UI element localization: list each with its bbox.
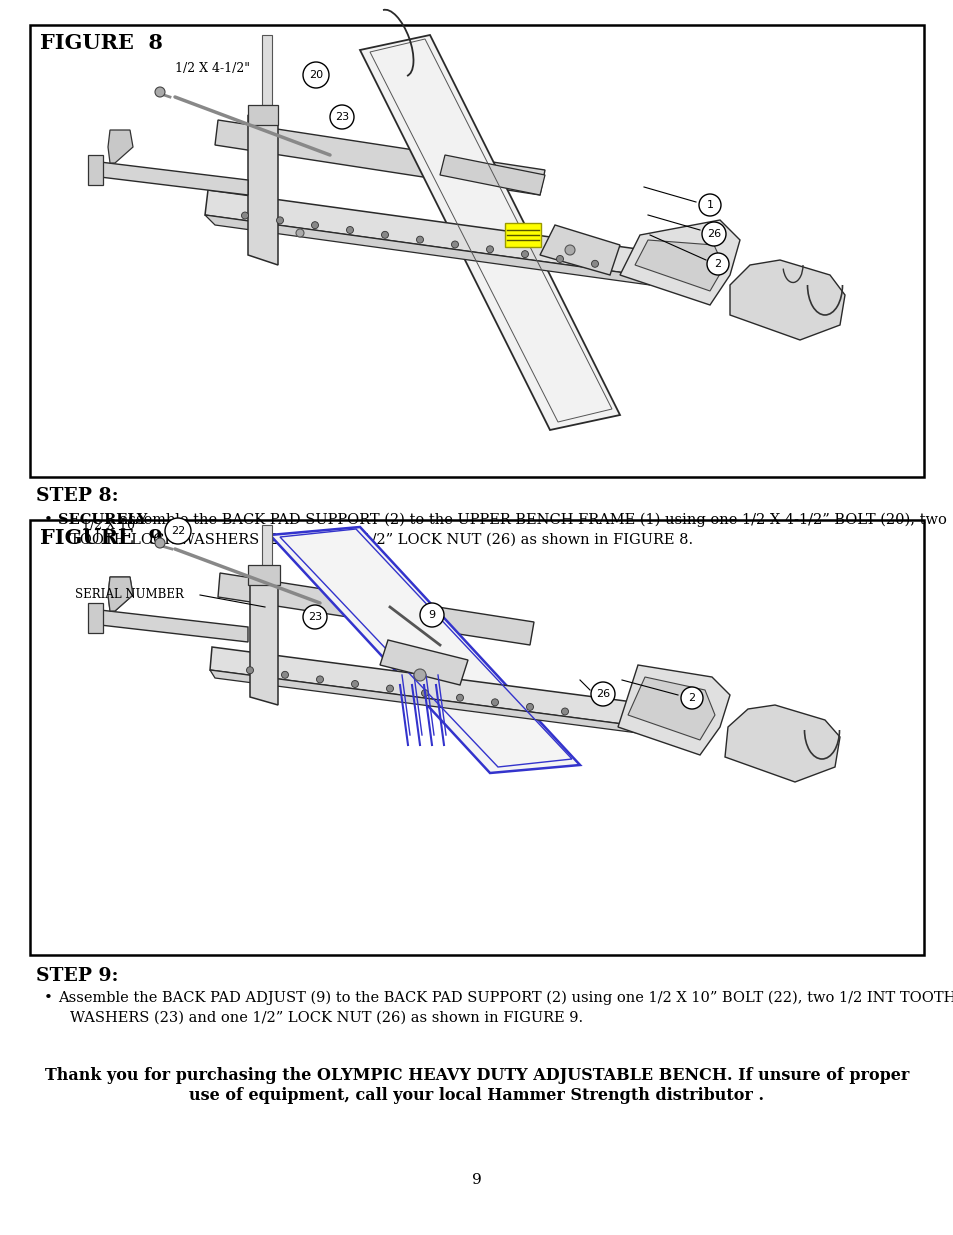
Text: assemble the BACK PAD SUPPORT (2) to the UPPER BENCH FRAME (1) using one 1/2 X 4: assemble the BACK PAD SUPPORT (2) to the… — [115, 513, 953, 527]
Text: 1/2 X 10": 1/2 X 10" — [82, 519, 141, 532]
Text: 1: 1 — [706, 200, 713, 210]
Text: •: • — [44, 990, 52, 1005]
Polygon shape — [359, 35, 619, 430]
Circle shape — [276, 217, 283, 224]
Polygon shape — [439, 156, 544, 195]
Text: 23: 23 — [335, 112, 349, 122]
Bar — [88, 603, 103, 634]
Circle shape — [346, 226, 354, 233]
Polygon shape — [218, 573, 534, 645]
Bar — [248, 105, 277, 125]
Text: use of equipment, call your local Hammer Strength distributor .: use of equipment, call your local Hammer… — [190, 1087, 763, 1104]
Text: STEP 9:: STEP 9: — [36, 967, 118, 986]
Circle shape — [706, 253, 728, 275]
Text: 22: 22 — [171, 526, 185, 536]
Circle shape — [451, 241, 458, 248]
Circle shape — [246, 667, 253, 674]
Circle shape — [561, 708, 568, 715]
Text: STEP 8:: STEP 8: — [36, 487, 118, 505]
Circle shape — [165, 517, 191, 543]
Polygon shape — [635, 240, 723, 291]
Polygon shape — [210, 671, 638, 734]
Circle shape — [414, 669, 426, 680]
Text: Assemble the BACK PAD ADJUST (9) to the BACK PAD SUPPORT (2) using one 1/2 X 10”: Assemble the BACK PAD ADJUST (9) to the … — [58, 990, 953, 1005]
Bar — [88, 156, 103, 185]
Circle shape — [486, 246, 493, 253]
Circle shape — [330, 105, 354, 128]
Polygon shape — [100, 162, 248, 195]
Text: 1/2 X 4-1/2": 1/2 X 4-1/2" — [174, 62, 250, 75]
Circle shape — [564, 245, 575, 254]
Circle shape — [241, 212, 248, 219]
Polygon shape — [108, 130, 132, 163]
Circle shape — [295, 228, 304, 237]
Polygon shape — [210, 647, 633, 725]
Polygon shape — [270, 527, 579, 773]
Text: 9: 9 — [472, 1173, 481, 1187]
Text: 23: 23 — [308, 613, 322, 622]
Circle shape — [556, 256, 563, 263]
Circle shape — [521, 251, 528, 258]
Circle shape — [316, 676, 323, 683]
Polygon shape — [539, 225, 619, 275]
Circle shape — [456, 694, 463, 701]
Polygon shape — [248, 115, 277, 266]
Circle shape — [701, 222, 725, 246]
Circle shape — [154, 86, 165, 98]
Text: 20: 20 — [309, 70, 323, 80]
Polygon shape — [108, 577, 132, 611]
Polygon shape — [108, 577, 132, 611]
Bar — [262, 525, 272, 567]
Bar — [30, 520, 923, 955]
Polygon shape — [379, 640, 468, 685]
Circle shape — [154, 538, 165, 548]
Text: 2: 2 — [688, 693, 695, 703]
Polygon shape — [214, 120, 544, 195]
Polygon shape — [724, 705, 840, 782]
Circle shape — [351, 680, 358, 688]
Polygon shape — [619, 220, 740, 305]
Text: 26: 26 — [706, 228, 720, 240]
Polygon shape — [205, 190, 644, 275]
Polygon shape — [618, 664, 729, 755]
Circle shape — [381, 231, 388, 238]
Text: 2: 2 — [714, 259, 720, 269]
Text: Thank you for purchasing the OLYMPIC HEAVY DUTY ADJUSTABLE BENCH. If unsure of p: Thank you for purchasing the OLYMPIC HEA… — [45, 1067, 908, 1084]
Circle shape — [421, 689, 428, 697]
Text: TOOTH LOCK WASHERS (23) and one 1/2” LOCK NUT (26) as shown in FIGURE 8.: TOOTH LOCK WASHERS (23) and one 1/2” LOC… — [70, 534, 693, 547]
Text: FIGURE  8: FIGURE 8 — [40, 33, 163, 53]
Circle shape — [526, 704, 533, 710]
Bar — [30, 25, 923, 477]
Circle shape — [312, 221, 318, 228]
Circle shape — [491, 699, 498, 706]
Text: SECURELY: SECURELY — [58, 513, 147, 527]
Bar — [248, 564, 280, 585]
Polygon shape — [100, 610, 248, 642]
Polygon shape — [627, 677, 714, 740]
Circle shape — [699, 194, 720, 216]
Circle shape — [281, 672, 288, 678]
Circle shape — [416, 236, 423, 243]
Text: 26: 26 — [596, 689, 609, 699]
Text: •: • — [44, 513, 52, 527]
Circle shape — [303, 605, 327, 629]
Text: FIGURE  9: FIGURE 9 — [40, 529, 163, 548]
Text: SERIAL NUMBER: SERIAL NUMBER — [75, 588, 184, 600]
Polygon shape — [250, 576, 277, 705]
Text: 9: 9 — [428, 610, 436, 620]
Circle shape — [386, 685, 393, 692]
Circle shape — [680, 687, 702, 709]
Circle shape — [590, 682, 615, 706]
Circle shape — [419, 603, 443, 627]
Circle shape — [591, 261, 598, 267]
Circle shape — [303, 62, 329, 88]
Bar — [504, 224, 540, 247]
Polygon shape — [729, 261, 844, 340]
Polygon shape — [205, 215, 649, 285]
Text: WASHERS (23) and one 1/2” LOCK NUT (26) as shown in FIGURE 9.: WASHERS (23) and one 1/2” LOCK NUT (26) … — [70, 1011, 582, 1025]
Polygon shape — [262, 35, 272, 105]
